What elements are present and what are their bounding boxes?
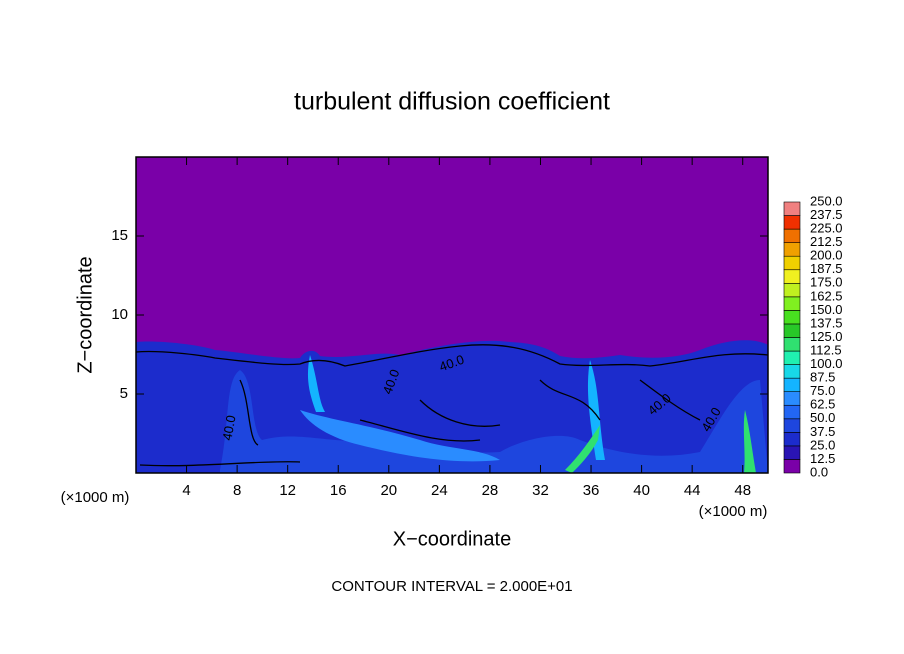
x-tick-label: 48 [734, 482, 751, 499]
x-tick-label: 12 [279, 482, 296, 499]
colorbar-label: 237.5 [810, 207, 843, 222]
y-tick-label: 10 [111, 306, 128, 323]
x-tick-label: 36 [583, 482, 600, 499]
x-tick-label: 20 [380, 482, 397, 499]
colorbar-bin [783, 255, 801, 271]
colorbar-bin [783, 350, 801, 365]
colorbar-label: 62.5 [810, 397, 835, 412]
colorbar-bin [783, 228, 801, 243]
colorbar-label: 75.0 [810, 383, 835, 398]
colorbar-bin [783, 310, 801, 325]
colorbar-bin [783, 391, 801, 406]
colorbar-label: 25.0 [810, 437, 835, 452]
colorbar-label: 250.0 [810, 193, 843, 208]
colorbar-label: 225.0 [810, 221, 843, 236]
colorbar-bin [783, 323, 801, 338]
colorbar-bin [783, 337, 801, 352]
colorbar-label: 162.5 [810, 288, 843, 303]
x-tick-label: 16 [330, 482, 347, 499]
colorbar-label: 87.5 [810, 370, 835, 385]
colorbar-bin [783, 269, 801, 284]
x-unit-label: (×1000 m) [61, 489, 130, 506]
colorbar-label: 187.5 [810, 261, 843, 276]
colorbar-bin [783, 418, 801, 433]
colorbar-bin [783, 459, 801, 474]
chart-title: turbulent diffusion coefficient [294, 88, 610, 116]
field [136, 157, 768, 473]
x-tick-label: 40 [633, 482, 650, 499]
colorbar-bin [783, 282, 801, 298]
field-region [220, 370, 768, 473]
colorbar-bin [783, 432, 801, 447]
colorbar-bin [783, 377, 801, 392]
colorbar-bin [783, 242, 801, 257]
colorbar-label: 0.0 [810, 464, 828, 479]
colorbar-bin [783, 296, 801, 311]
footer-note: CONTOUR INTERVAL = 2.000E+01 [331, 578, 572, 595]
x-tick-label: 44 [684, 482, 701, 499]
colorbar-label: 137.5 [810, 315, 843, 330]
x-tick-label: 4 [182, 482, 190, 499]
colorbar-label: 112.5 [810, 342, 842, 357]
x-tick-label: 8 [233, 482, 241, 499]
x-tick-label: 24 [431, 482, 448, 499]
y-tick-label: 5 [120, 385, 128, 402]
colorbar-label: 50.0 [810, 410, 835, 425]
colorbar-label: 125.0 [810, 329, 843, 344]
y-axis-label: Z−coordinate [74, 256, 96, 373]
contour-label: 40.0 [219, 414, 238, 442]
colorbar-label: 212.5 [810, 234, 843, 249]
colorbar-label: 175.0 [810, 275, 843, 290]
field-region [300, 410, 500, 462]
colorbar-label: 37.5 [810, 424, 835, 439]
colorbar-bin [783, 201, 801, 216]
colorbar-label: 100.0 [810, 356, 843, 371]
x-unit-label: (×1000 m) [699, 503, 768, 520]
colorbar-bin [783, 364, 801, 379]
colorbar-bin [783, 215, 801, 230]
colorbar-bin [783, 404, 801, 420]
colorbar-label: 200.0 [810, 248, 843, 263]
x-axis-label: X−coordinate [393, 528, 511, 550]
colorbar-label: 12.5 [810, 451, 835, 466]
colorbar-label: 150.0 [810, 302, 843, 317]
colorbar-bin [783, 445, 801, 460]
contour-line [136, 344, 768, 467]
x-tick-label: 32 [532, 482, 549, 499]
y-tick-label: 15 [111, 227, 128, 244]
x-tick-label: 28 [482, 482, 499, 499]
